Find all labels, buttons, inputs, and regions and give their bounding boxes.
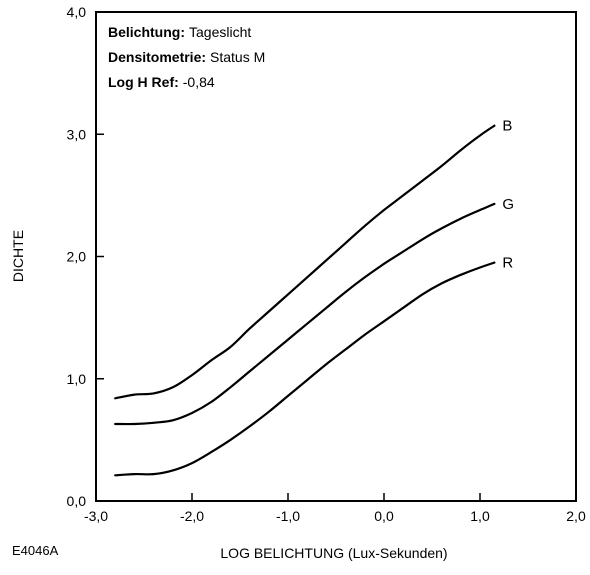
info-box: Belichtung: Tageslicht Densitometrie: Stat…: [108, 24, 265, 90]
y-axis-title: DICHTE: [10, 230, 26, 282]
info-key-log-h-ref: Log H Ref:: [108, 74, 179, 90]
info-key-exposure: Belichtung:: [108, 24, 185, 40]
info-key-densitometry: Densitometrie:: [108, 49, 206, 65]
x-tick-label: -3,0: [84, 508, 108, 524]
x-tick-label: 0,0: [374, 508, 394, 524]
ticks-group: -3,0 -2,0 -1,0 0,0 1,0 2,0 0,0 1,0 2,0 3,0 4,0: [67, 4, 586, 524]
y-tick-label: 3,0: [67, 126, 87, 142]
y-tick-label: 1,0: [67, 371, 87, 387]
x-tick-label: -2,0: [180, 508, 204, 524]
series-label-b: B: [502, 118, 512, 135]
series-line-r: [114, 261, 496, 477]
info-value-log-h-ref: -0,84: [183, 74, 215, 90]
x-tick-label: 1,0: [470, 508, 490, 524]
series-label-r: R: [502, 255, 513, 272]
series-line-b: [114, 124, 496, 400]
series-group: B G R: [114, 118, 514, 477]
svg-text:Densitometrie:Status M: Densitometrie: Status M: [108, 49, 265, 65]
series-label-g: G: [502, 196, 514, 213]
x-tick-label: 2,0: [566, 508, 586, 524]
y-tick-label: 4,0: [67, 4, 87, 20]
svg-text:Log H Ref:-0,84: Log H Ref: -0,84: [108, 74, 215, 90]
x-axis-title: LOG BELICHTUNG (Lux-Sekunden): [220, 545, 447, 561]
figure-id: E4046A: [12, 543, 59, 558]
x-tick-label: -1,0: [276, 508, 300, 524]
series-line-g: [114, 202, 496, 426]
info-value-exposure: Tageslicht: [189, 24, 251, 40]
y-tick-label: 0,0: [67, 493, 87, 509]
info-value-densitometry: Status M: [210, 49, 265, 65]
svg-text:Belichtung:Tageslicht: Belichtung: Tageslicht: [108, 24, 251, 40]
y-tick-label: 2,0: [67, 249, 87, 265]
